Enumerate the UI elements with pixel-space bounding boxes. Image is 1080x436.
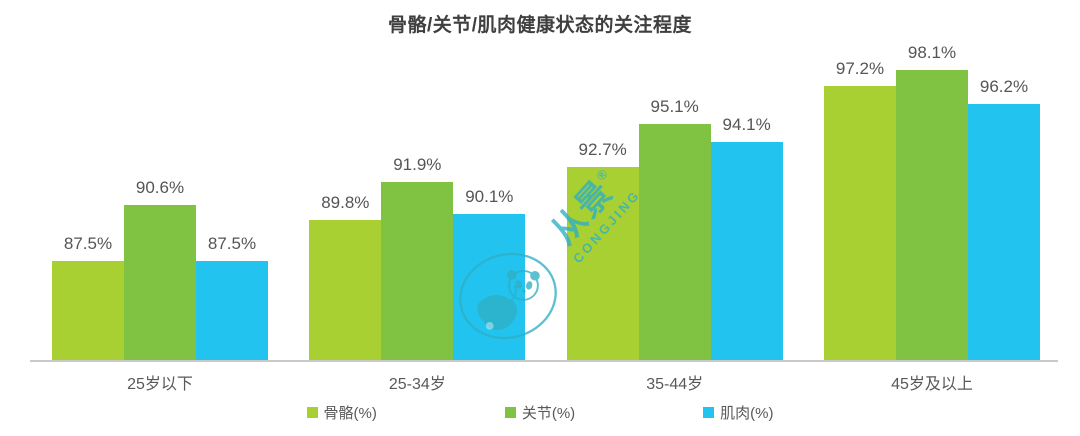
legend-swatch-icon (306, 407, 318, 418)
bar (124, 205, 196, 360)
bar-wrap: 90.1% (453, 187, 526, 360)
bar-wrap: 96.2% (967, 77, 1040, 360)
bar-value-label: 92.7% (578, 140, 627, 160)
legend-item: 关节(%) (504, 402, 576, 423)
x-axis-labels: 25岁以下 25-34岁 35-44岁 45岁及以上 (30, 370, 1058, 394)
bar (967, 104, 1040, 360)
chart-title: 骨骼/关节/肌肉健康状态的关注程度 (387, 15, 693, 36)
bar-value-label: 96.2% (979, 77, 1029, 97)
bar-value-label: 98.1% (907, 43, 957, 63)
bar-wrap: 91.9% (381, 154, 454, 360)
bar (710, 142, 783, 360)
bar-group: 89.8% 91.9% 90.1% (309, 40, 526, 360)
bar (52, 261, 124, 360)
bar (309, 219, 382, 360)
bar (895, 70, 968, 360)
bar-value-label: 91.9% (393, 154, 442, 174)
bar (566, 167, 639, 360)
legend-label: 肌肉(%) (720, 405, 774, 422)
bar-value-label: 87.5% (63, 234, 113, 253)
bar (381, 181, 454, 360)
bar-value-label: 90.1% (465, 187, 514, 207)
bar-wrap: 92.7% (566, 140, 639, 360)
bar (453, 214, 526, 360)
bar-wrap: 87.5% (52, 234, 124, 360)
x-axis-label: 35-44岁 (646, 376, 704, 393)
bar (823, 86, 896, 360)
bar-wrap: 87.5% (196, 234, 268, 360)
bar-group: 87.5% 90.6% 87.5% (52, 40, 268, 360)
bar (196, 261, 268, 360)
bar-value-label: 90.6% (135, 178, 185, 198)
legend: 骨骼(%) 关节(%) 肌肉(%) (0, 402, 1080, 423)
bar-wrap: 98.1% (895, 43, 968, 360)
bar-group: 92.7% 95.1% 94.1% (566, 40, 783, 360)
x-axis-label: 45岁及以上 (891, 376, 973, 393)
x-axis-label: 25-34岁 (388, 376, 446, 393)
bar-wrap: 95.1% (638, 97, 711, 360)
bar-value-label: 97.2% (835, 59, 885, 79)
bar-value-label: 94.1% (722, 115, 771, 135)
x-axis-label: 25岁以下 (127, 376, 193, 393)
legend-swatch-icon (703, 407, 715, 418)
legend-swatch-icon (504, 407, 516, 418)
bar-wrap: 94.1% (710, 115, 783, 360)
legend-item: 肌肉(%) (703, 402, 773, 423)
bar-value-label: 87.5% (207, 234, 257, 253)
legend-label: 骨骼(%) (323, 405, 377, 422)
plot-area: 87.5% 90.6% 87.5% 89.8% 91.9% 90.1% 92.7% 95.1%… (30, 40, 1058, 362)
bar (638, 124, 711, 360)
bar-value-label: 89.8% (321, 192, 370, 212)
legend-item: 骨骼(%) (306, 402, 377, 423)
bar-wrap: 97.2% (823, 59, 896, 360)
bar-group: 97.2% 98.1% 96.2% (823, 40, 1040, 360)
bar-value-label: 95.1% (650, 97, 699, 117)
bar-wrap: 89.8% (309, 192, 382, 360)
legend-label: 关节(%) (521, 405, 576, 422)
bar-wrap: 90.6% (124, 178, 196, 360)
